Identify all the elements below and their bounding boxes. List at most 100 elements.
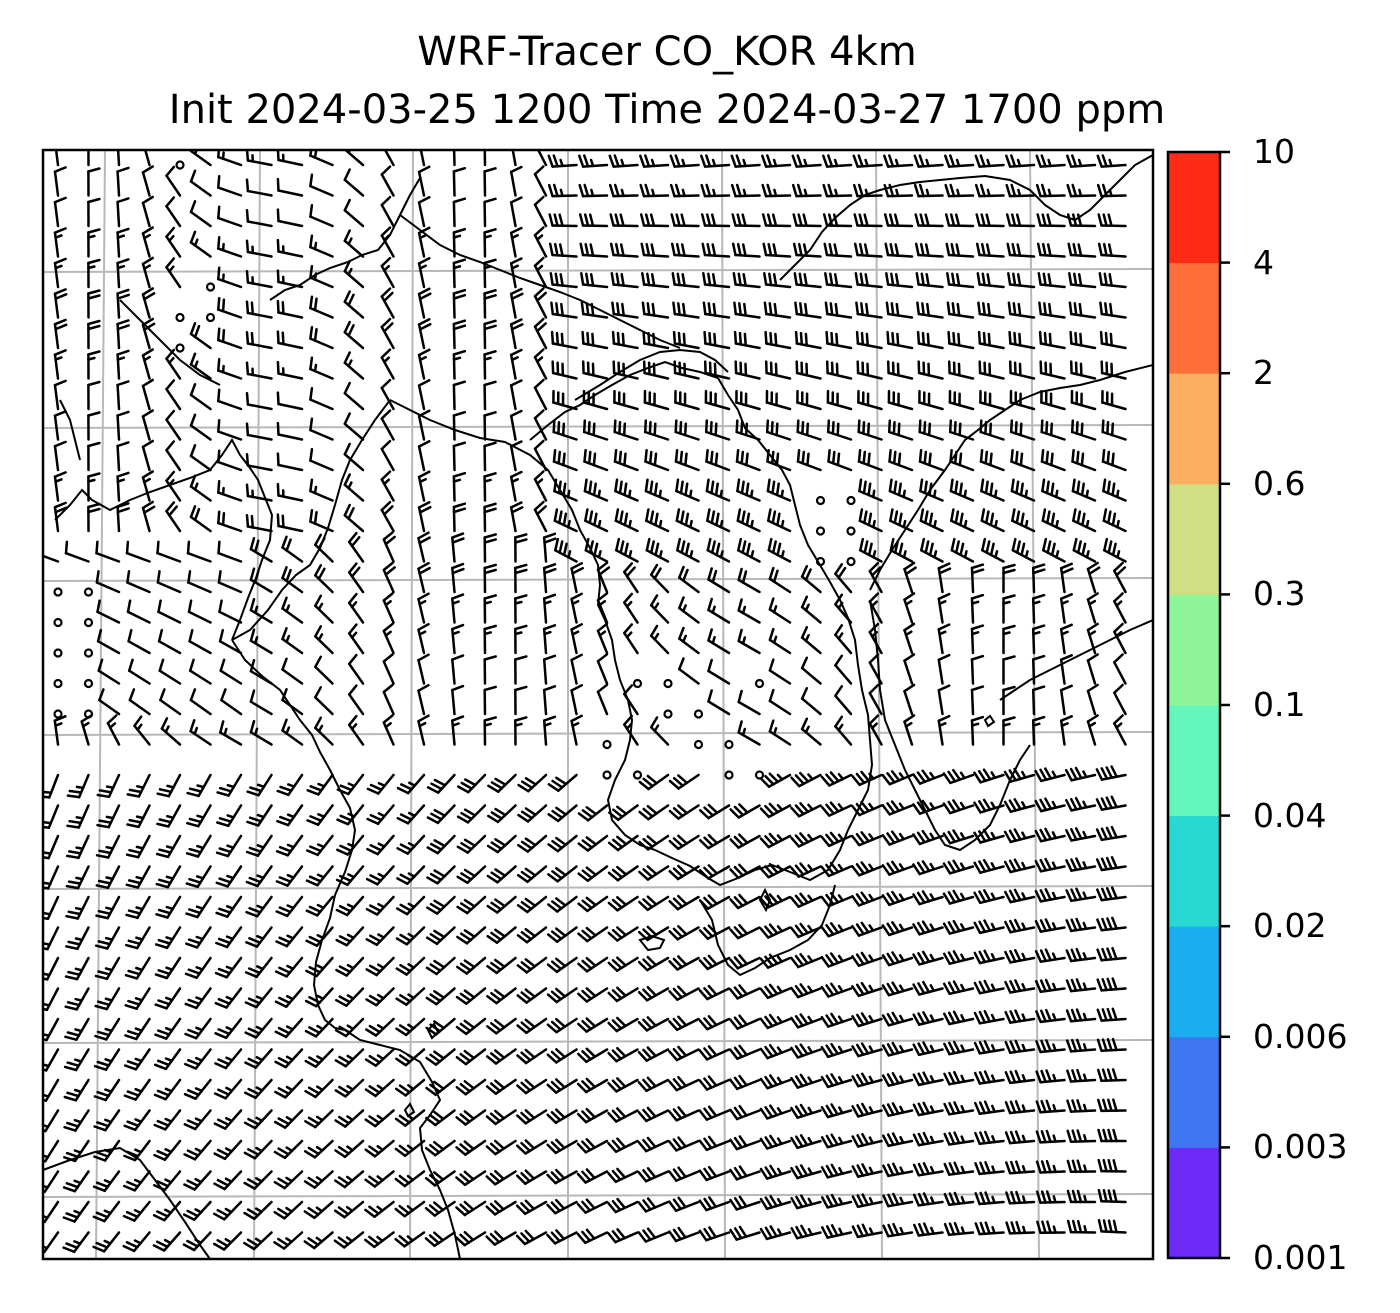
wind-barb [912, 860, 944, 876]
wind-barb [343, 198, 365, 228]
wind-barb [884, 242, 914, 258]
wind-barb [509, 257, 523, 289]
wind-barb [800, 626, 822, 655]
wind-barb [517, 773, 548, 793]
wind-barb [244, 1048, 273, 1069]
wind-barb [43, 865, 60, 890]
wind-barb [364, 1139, 395, 1158]
wind-barb [153, 1139, 182, 1161]
wind-barb [1010, 448, 1036, 472]
colorbar-segment [1168, 594, 1220, 706]
wind-barb [970, 685, 985, 716]
wind-barb [1068, 301, 1097, 319]
wind-barb [214, 1048, 243, 1070]
wind-barb [614, 508, 639, 533]
wind-barb [552, 419, 578, 441]
wind-barb [703, 360, 731, 380]
wind-barb [852, 183, 883, 198]
wind-barb [306, 773, 334, 796]
wind-barb [396, 834, 426, 855]
wind-barb [276, 421, 304, 441]
wind-barb [942, 768, 975, 785]
wind-barb [516, 987, 548, 1004]
wind-barb [729, 833, 761, 849]
wind-barb [949, 478, 975, 502]
wind-barb [868, 653, 883, 685]
wind-barb [215, 834, 243, 858]
wind-barb [116, 150, 121, 167]
wind-barb [943, 1101, 975, 1116]
wind-barb [274, 956, 304, 978]
wind-barb [304, 1109, 334, 1129]
wind-barb [1096, 886, 1127, 902]
wind-barb [577, 865, 609, 882]
wind-barb [153, 1048, 182, 1071]
wind-barb [973, 1009, 1005, 1025]
wind-barb [975, 242, 1005, 258]
wind-barb [698, 803, 731, 820]
wind-barb [973, 1070, 1005, 1085]
wind-barb [912, 1041, 944, 1057]
wind-barb [217, 266, 243, 289]
wind-barb [93, 1078, 121, 1102]
calm-wind-marker [53, 587, 63, 597]
wind-barb [165, 440, 182, 472]
wind-barb [1042, 537, 1066, 563]
wind-barb [245, 330, 273, 350]
wind-barb [335, 895, 365, 917]
wind-barb [116, 227, 130, 258]
wind-barb [729, 1074, 761, 1091]
wind-barb [165, 226, 182, 258]
wind-barb [759, 1194, 792, 1211]
wind-barb [1003, 798, 1036, 813]
wind-barb [643, 389, 670, 411]
wind-barb [914, 242, 944, 258]
wind-barb [623, 562, 639, 594]
wind-barb [623, 684, 639, 716]
wind-barb [1072, 508, 1097, 533]
map-area [41, 148, 1155, 1261]
wind-barb [903, 714, 916, 746]
wind-barb [243, 1170, 273, 1190]
wind-barb [1066, 154, 1097, 168]
wind-barb [126, 773, 151, 798]
wind-barb [1035, 1039, 1066, 1054]
wind-barb [1086, 622, 1099, 655]
wind-barb [125, 834, 151, 859]
wind-barb [281, 596, 304, 624]
wind-barb [794, 330, 822, 350]
calm-wind-marker [175, 343, 185, 353]
wind-barb [570, 714, 583, 746]
wind-barb [126, 599, 151, 624]
wind-barb [243, 1109, 273, 1130]
wind-barb [185, 895, 212, 919]
wind-barb [729, 803, 761, 819]
calm-wind-marker [815, 526, 826, 536]
wind-barb [395, 895, 426, 916]
wind-barb [511, 150, 517, 167]
wind-barb [800, 565, 822, 594]
wind-barb [607, 865, 639, 882]
wind-barb [851, 891, 883, 907]
wind-barb [554, 537, 578, 563]
wind-barb [281, 535, 304, 563]
wind-barb [881, 951, 914, 967]
wind-barb [825, 360, 853, 380]
wind-barb [678, 596, 700, 624]
wind-barb [970, 715, 985, 746]
wind-barb [638, 773, 670, 791]
wind-barb [343, 259, 365, 289]
wind-barb [1065, 796, 1097, 812]
wind-barb [578, 183, 609, 198]
wind-barb [974, 183, 1005, 198]
wind-barb [451, 654, 465, 685]
wind-barb [668, 985, 700, 1001]
wind-barb [417, 653, 430, 685]
wind-barb [834, 715, 853, 746]
wind-barb [485, 1139, 517, 1156]
wind-barb [1035, 154, 1066, 168]
wind-barb [395, 987, 426, 1006]
wind-barb [912, 890, 944, 906]
wind-barb [1003, 858, 1036, 874]
wind-barb [126, 570, 151, 594]
